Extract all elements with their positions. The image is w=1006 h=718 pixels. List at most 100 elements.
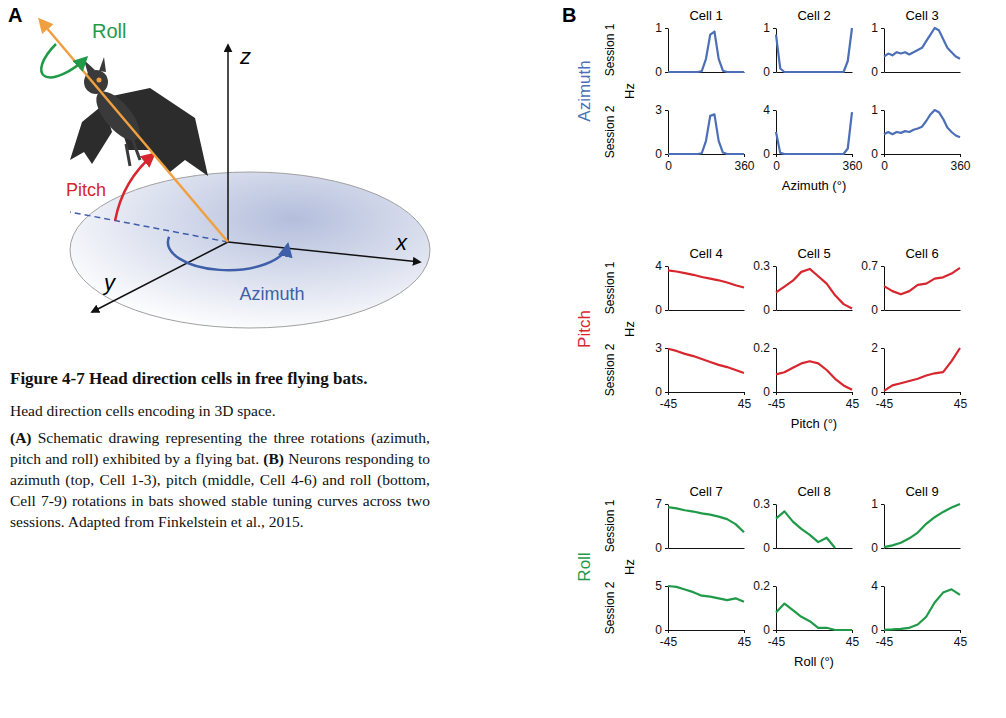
y-axis: 02 (871, 341, 884, 399)
x-tick-mark (776, 392, 777, 395)
y-tick: 0.2 (753, 579, 776, 593)
caption-text: (B) (263, 450, 284, 467)
panel: Cell 500.3 (753, 246, 852, 317)
x-tick-label: -45 (876, 635, 894, 649)
x-axis (669, 548, 745, 549)
plot-area (884, 504, 960, 547)
projection-line (70, 212, 228, 242)
x-tick: -45 (660, 630, 678, 649)
tuning-curve (884, 504, 960, 547)
panel: Cell 901 (871, 484, 960, 555)
y-tick-label: 2 (871, 341, 878, 355)
x-axis (885, 310, 961, 311)
panel: 00.2-4545 (753, 341, 859, 410)
y-tick: 1 (655, 21, 668, 35)
y-axis-line (776, 505, 777, 549)
roll-label: Roll (92, 20, 126, 42)
x-axis (228, 242, 420, 262)
y-tick: 0.2 (753, 341, 776, 355)
x-tick-label: 45 (738, 635, 752, 649)
y-tick-label: 3 (655, 103, 662, 117)
y-axis: 01 (871, 21, 884, 79)
x-tick: 45 (954, 392, 968, 411)
plot-area (776, 28, 852, 72)
caption-text: Head direction cells encoding in 3D spac… (10, 402, 276, 419)
panel: 05-45 45 (655, 579, 751, 648)
y-tick-mark (881, 310, 884, 311)
y-tick-mark (881, 348, 884, 349)
x-tick-label: -45 (768, 397, 786, 411)
x-tick-label: -45 (876, 397, 894, 411)
plot-area (776, 112, 852, 154)
y-axis-line (884, 587, 885, 631)
pitch-arc (115, 154, 154, 220)
tuning-curve (776, 604, 852, 630)
x-tick-mark (852, 630, 853, 633)
x-axis (669, 310, 745, 311)
y-tick: 4 (763, 103, 776, 117)
y-tick-mark (773, 348, 776, 349)
x-axis-title: Roll (°) (794, 654, 834, 669)
x-axis (777, 548, 853, 549)
session-label: Session 2 (603, 581, 617, 634)
x-axis: -45 45 (660, 630, 752, 649)
y-tick-mark (773, 392, 776, 393)
y-axis: 05 (655, 579, 668, 637)
x-axis-line (669, 310, 745, 311)
x-tick: -45 (660, 392, 678, 411)
y-tick-mark (773, 266, 776, 267)
y-tick-label: 3 (655, 341, 662, 355)
x-tick-mark (884, 392, 885, 395)
x-axis-title: Azimuth (°) (782, 178, 846, 193)
tuning-curve (884, 348, 960, 391)
tuning-curve (668, 507, 744, 532)
y-tick-label: 0 (763, 147, 770, 161)
y-tick: 1 (871, 497, 884, 511)
y-axis-title: Hz (622, 559, 637, 575)
y-tick-mark (665, 392, 668, 393)
y-axis-line (776, 587, 777, 631)
y-tick: 0 (655, 303, 668, 317)
x-tick-mark (852, 392, 853, 395)
y-tick-label: 0.7 (861, 259, 878, 273)
y-axis-line (776, 349, 777, 393)
x-axis: -4545 (768, 392, 860, 411)
y-tick-mark (773, 586, 776, 587)
panel-label: B (562, 4, 576, 26)
plot-area (884, 268, 960, 294)
y-tick: 1 (871, 21, 884, 35)
y-tick-label: 0 (655, 541, 662, 555)
tuning-curve (776, 269, 852, 309)
y-axis-line (668, 267, 669, 311)
y-tick-label: 1 (871, 103, 878, 117)
y-axis: 04 (763, 103, 776, 161)
tuning-curve (668, 586, 744, 602)
y-tick-mark (773, 110, 776, 111)
tuning-curve (776, 511, 835, 548)
x-axis-line (885, 72, 961, 73)
y-tick-label: 1 (871, 21, 878, 35)
panel: 00.2-4545 (753, 579, 859, 648)
y-tick: 4 (655, 259, 668, 273)
x-axis-line (669, 392, 745, 393)
x-axis: -45 45 (876, 630, 968, 649)
tuning-curve (884, 28, 960, 59)
y-tick: 1 (763, 21, 776, 35)
panel-title: Cell 3 (905, 8, 938, 23)
figure: RollPitchAzimuthzxyABAzimuthSession 1Ses… (0, 0, 1006, 718)
x-tick: 45 (954, 630, 968, 649)
x-tick: 45 (846, 630, 860, 649)
x-tick-label: 360 (734, 159, 754, 173)
plot-area (668, 507, 744, 532)
x-tick: -45 (876, 392, 894, 411)
y-tick: 0 (871, 65, 884, 79)
x-tick-mark (960, 630, 961, 633)
plot-area (668, 270, 744, 287)
x-tick-label: -45 (660, 635, 678, 649)
bat-ears (84, 57, 106, 74)
x-tick: -45 (768, 630, 786, 649)
y-axis: 01 (871, 497, 884, 555)
y-tick-mark (665, 154, 668, 155)
roll-arc (41, 44, 86, 77)
y-tick-label: 0 (763, 65, 770, 79)
